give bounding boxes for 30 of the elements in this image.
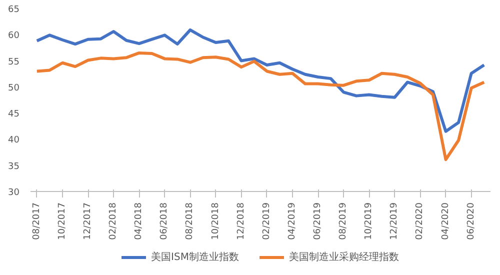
x-tick-label: 06/2020: [466, 202, 476, 240]
x-tick-label: 02/2018: [108, 202, 119, 240]
x-tick-label: 12/2018: [236, 202, 246, 240]
y-tick-label: 55: [8, 57, 20, 68]
y-tick-label: 65: [8, 5, 20, 15]
y-tick-label: 50: [8, 83, 20, 94]
x-tick-label: 04/2018: [134, 202, 144, 240]
y-tick-label: 45: [8, 110, 20, 120]
x-tick-label: 06/2018: [160, 202, 170, 240]
x-tick-label: 12/2017: [83, 202, 93, 240]
y-tick-label: 40: [8, 136, 20, 146]
x-tick-label: 08/2018: [185, 202, 196, 240]
y-tick-label: 60: [8, 31, 20, 42]
x-tick-label: 04/2020: [440, 202, 451, 240]
legend-label: 美国制造业采购经理指数: [288, 250, 399, 264]
line-series: [35, 28, 486, 133]
x-tick-label: 10/2019: [364, 202, 374, 240]
x-tick-label: 06/2019: [313, 202, 323, 240]
line-series: [35, 51, 486, 162]
x-tick-label: 08/2019: [338, 202, 349, 240]
legend-label: 美国ISM制造业指数: [151, 250, 239, 264]
x-tick-label: 02/2020: [415, 202, 426, 240]
y-tick-label: 30: [8, 188, 20, 198]
x-tick-label: 04/2019: [287, 202, 298, 240]
x-tick-label: 10/2018: [210, 202, 221, 240]
x-tick-label: 08/2017: [32, 202, 42, 240]
y-tick-label: 35: [8, 162, 20, 172]
x-tick-label: 02/2019: [262, 202, 272, 240]
x-tick-label: 12/2019: [390, 202, 400, 240]
x-tick-label: 10/2017: [57, 202, 68, 240]
